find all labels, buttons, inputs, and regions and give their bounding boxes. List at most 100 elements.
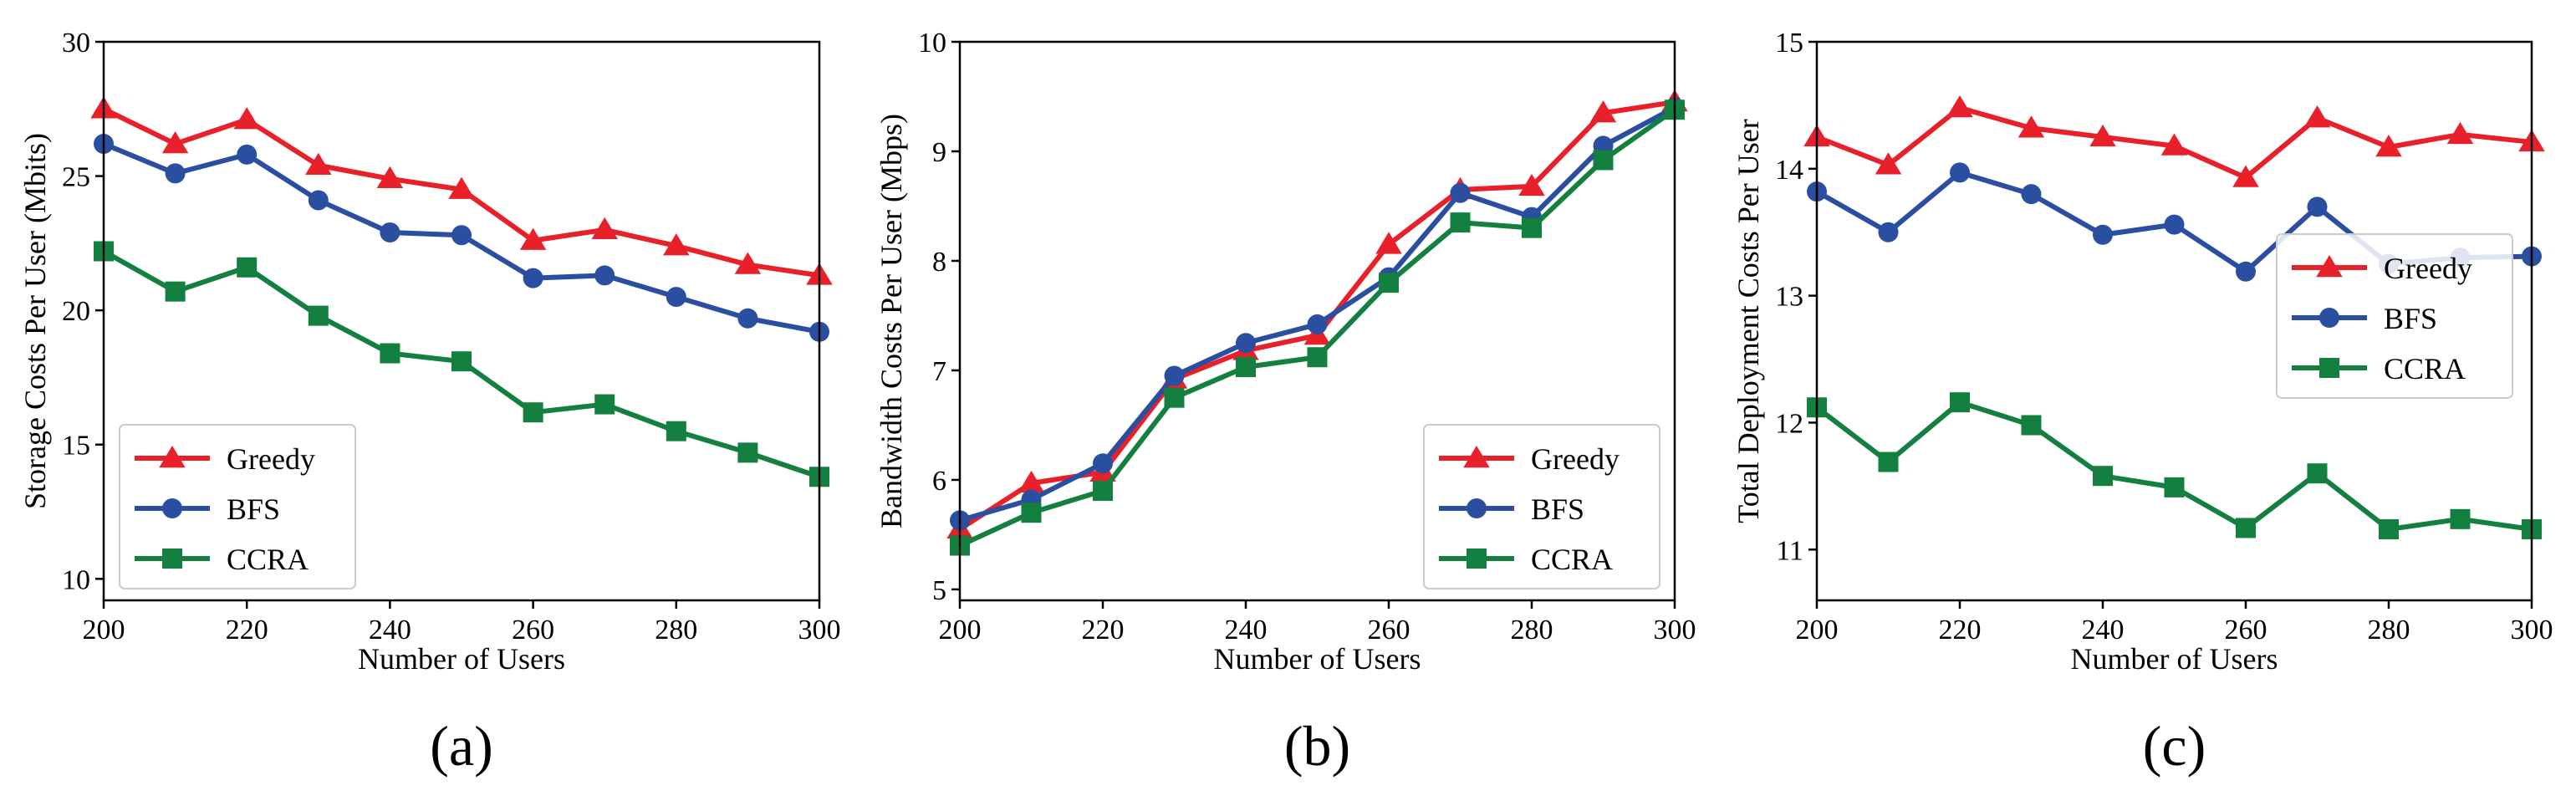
panel-c-y-tick-label: 15 xyxy=(1775,28,1803,59)
panel-a-point-bfs-240 xyxy=(380,222,400,243)
panel-b-y-tick-label: 7 xyxy=(932,356,946,387)
panel-b-legend-label-bfs: BFS xyxy=(1531,492,1584,526)
panel-a-x-tick-label: 200 xyxy=(83,615,125,645)
panel-b-point-ccra-260 xyxy=(1379,273,1399,293)
panel-b-point-ccra-270 xyxy=(1450,212,1471,233)
panel-b-x-tick-label: 200 xyxy=(939,615,982,645)
panel-b-point-ccra-240 xyxy=(1236,357,1256,378)
panel-b-x-tick-label: 240 xyxy=(1225,615,1268,645)
panel-b-bandwidth-costs: Number of Users Bandwidth Costs Per User… xyxy=(875,28,1696,778)
panel-c-point-greedy-240 xyxy=(2089,124,2116,147)
panel-c-point-ccra-290 xyxy=(2450,508,2471,529)
panel-b-y-tick-label: 8 xyxy=(932,247,946,278)
panel-a-axes-frame xyxy=(102,40,821,602)
panel-a-legend-label-ccra: CCRA xyxy=(227,543,309,576)
panel-b-point-greedy-290 xyxy=(1589,100,1617,123)
panel-c-y-tick-label: 12 xyxy=(1775,408,1803,439)
panel-a-legend-marker-greedy xyxy=(159,446,186,468)
panel-b-point-ccra-280 xyxy=(1522,217,1542,238)
panel-c-point-bfs-270 xyxy=(2307,196,2328,217)
panel-a-point-ccra-220 xyxy=(237,257,258,278)
panel-c-point-bfs-260 xyxy=(2236,261,2256,282)
panel-b-y-axis-title: Bandwidth Costs Per User (Mbps) xyxy=(875,114,908,528)
panel-a-point-bfs-250 xyxy=(451,225,472,246)
panel-a-legend-label-bfs: BFS xyxy=(227,492,280,526)
panel-c-axes-frame xyxy=(1815,40,2533,602)
panel-b-point-ccra-290 xyxy=(1593,150,1614,171)
panel-c-total-deployment-costs: Number of Users Total Deployment Costs P… xyxy=(1732,28,2553,778)
panel-b-point-greedy-210 xyxy=(1018,470,1045,493)
panel-b-legend-label-greedy: Greedy xyxy=(1531,442,1620,476)
panel-a-legend-marker-ccra xyxy=(162,549,182,569)
panel-c-point-ccra-230 xyxy=(2021,415,2042,436)
panel-b-label: (b) xyxy=(1284,714,1350,778)
panel-b-point-bfs-250 xyxy=(1307,314,1328,334)
panel-a-legend-label-greedy: Greedy xyxy=(227,442,315,476)
panel-c-x-tick-label: 220 xyxy=(1939,615,1982,645)
panel-b-point-greedy-260 xyxy=(1375,232,1402,254)
panel-a-point-greedy-290 xyxy=(734,252,762,274)
panel-a-point-greedy-210 xyxy=(161,131,189,154)
panel-b-legend-marker-greedy xyxy=(1463,446,1490,468)
panel-b-point-greedy-280 xyxy=(1518,173,1545,196)
panel-c-point-ccra-280 xyxy=(2379,518,2399,539)
panel-c-point-ccra-240 xyxy=(2093,466,2113,487)
panel-c-y-tick-label: 13 xyxy=(1775,282,1803,313)
panel-b-y-tick-label: 5 xyxy=(932,575,946,606)
panel-b-point-ccra-220 xyxy=(1093,481,1113,502)
panel-b-point-bfs-220 xyxy=(1093,453,1113,474)
panel-c-legend-marker-bfs xyxy=(2319,308,2339,328)
panel-a-point-greedy-230 xyxy=(305,152,332,175)
panel-c-point-bfs-220 xyxy=(1950,162,1970,183)
panel-c-x-tick-label: 280 xyxy=(2368,615,2410,645)
panel-a-point-ccra-270 xyxy=(594,394,615,415)
panel-c-point-ccra-260 xyxy=(2236,518,2256,538)
panel-c-y-tick-label: 14 xyxy=(1775,155,1803,186)
panel-b-y-tick-label: 6 xyxy=(932,466,946,497)
panel-a-y-tick-label: 30 xyxy=(62,28,90,59)
panel-a-point-bfs-230 xyxy=(308,190,329,211)
panel-a-x-axis-title: Number of Users xyxy=(358,642,565,676)
panel-a-point-greedy-270 xyxy=(591,217,618,240)
panel-c-point-greedy-260 xyxy=(2232,165,2259,187)
panel-c-point-greedy-230 xyxy=(2017,115,2045,138)
panel-c-legend-label-bfs: BFS xyxy=(2384,302,2437,335)
panel-c-point-bfs-240 xyxy=(2093,224,2113,245)
panel-a-label: (a) xyxy=(430,714,492,778)
panel-c-point-greedy-270 xyxy=(2303,105,2331,128)
panel-a-y-axis-title: Storage Costs Per User (Mbits) xyxy=(18,133,52,509)
panel-a-x-tick-label: 260 xyxy=(512,615,554,645)
panel-a-point-greedy-250 xyxy=(448,176,475,199)
panel-a-y-tick-label: 15 xyxy=(62,431,90,462)
panel-c-point-ccra-270 xyxy=(2307,463,2328,484)
panel-a-point-bfs-210 xyxy=(165,163,186,184)
panel-b-legend-marker-ccra xyxy=(1467,549,1487,569)
panel-a-point-ccra-210 xyxy=(165,281,186,302)
panel-c-x-tick-label: 300 xyxy=(2511,615,2553,645)
panel-a-point-ccra-240 xyxy=(380,343,400,364)
panel-b-x-axis-title: Number of Users xyxy=(1214,642,1421,676)
panel-a-point-bfs-270 xyxy=(594,265,615,286)
panel-c-point-ccra-220 xyxy=(1950,392,1970,413)
panel-c-point-greedy-250 xyxy=(2160,133,2188,156)
panel-a-x-tick-label: 280 xyxy=(655,615,697,645)
panel-b-point-bfs-270 xyxy=(1450,182,1471,203)
panel-c-legend-label-greedy: Greedy xyxy=(2384,252,2472,285)
panel-b-point-ccra-230 xyxy=(1164,387,1185,408)
panel-c-point-bfs-250 xyxy=(2164,214,2185,235)
panel-c-x-axis-title: Number of Users xyxy=(2071,642,2278,676)
panel-c-point-ccra-250 xyxy=(2164,477,2185,498)
panel-c-point-ccra-210 xyxy=(1878,452,1899,472)
panel-b-legend-label-ccra: CCRA xyxy=(1531,543,1613,576)
panel-a-y-tick-label: 10 xyxy=(62,564,90,595)
panel-c-point-bfs-210 xyxy=(1878,222,1899,242)
panel-c-point-greedy-220 xyxy=(1946,94,1973,118)
panel-a-y-tick-label: 20 xyxy=(62,296,90,327)
panel-a-storage-costs: Number of Users Storage Costs Per User (… xyxy=(18,28,841,778)
panel-a-point-ccra-290 xyxy=(737,442,758,463)
panel-a-point-bfs-220 xyxy=(237,144,258,165)
panel-c-x-tick-label: 260 xyxy=(2225,615,2267,645)
panel-c-x-tick-label: 200 xyxy=(1796,615,1839,645)
